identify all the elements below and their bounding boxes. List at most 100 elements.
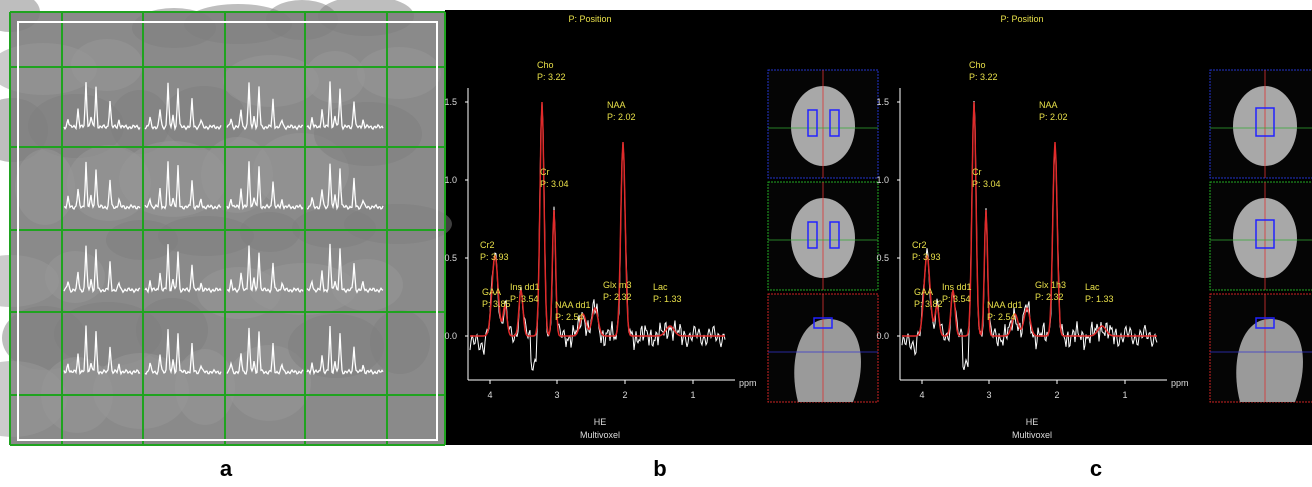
voxel-spectrum xyxy=(226,245,304,294)
voxel-spectrum xyxy=(63,82,141,131)
peak-position: P: 3.82 xyxy=(914,299,943,309)
y-tick-label: 1.0 xyxy=(444,175,457,185)
voxel-spectrum xyxy=(63,325,141,376)
head-profile xyxy=(794,319,861,402)
voxel-spectrum xyxy=(63,245,141,294)
fitted-spectrum xyxy=(902,101,1157,337)
peak-name: Glx m3 xyxy=(603,280,632,290)
texture xyxy=(110,90,170,154)
y-tick-label: 1.5 xyxy=(876,97,889,107)
caption: b xyxy=(653,456,666,481)
x-tick-label: 2 xyxy=(622,390,627,400)
texture xyxy=(0,98,48,162)
y-tick-label: 0.5 xyxy=(876,253,889,263)
voxel-spectrum xyxy=(144,82,222,132)
texture xyxy=(357,47,441,99)
peak-position: P: 3.04 xyxy=(972,179,1001,189)
voxel-spectrum xyxy=(306,325,384,376)
peak-name: GAA xyxy=(482,287,501,297)
texture xyxy=(305,51,365,103)
peak-name: Lac xyxy=(1085,282,1100,292)
peak-position: P: 2.02 xyxy=(607,112,636,122)
voi-box xyxy=(807,109,818,137)
texture xyxy=(0,255,59,307)
voi-box xyxy=(829,221,840,249)
y-tick-label: 0.0 xyxy=(876,331,889,341)
voxel-spectrum xyxy=(64,161,141,211)
x-unit: ppm xyxy=(1171,378,1189,388)
x-tick-label: 4 xyxy=(487,390,492,400)
footer: Multivoxel xyxy=(1012,430,1052,440)
texture xyxy=(15,149,75,225)
peak-position: P: 3.93 xyxy=(912,252,941,262)
spectrum-panel: P: Position 1.5 1.0 0.5 0.0 4 3 2 1 ppm HE Multivox… xyxy=(876,14,1312,440)
x-unit: ppm xyxy=(739,378,757,388)
peak-position: P: 2.02 xyxy=(1039,112,1068,122)
footer: Multivoxel xyxy=(580,430,620,440)
peak-position: P: 2.32 xyxy=(1035,292,1064,302)
peak-position: P: 1.33 xyxy=(653,294,682,304)
voxel-spectrum xyxy=(306,81,384,131)
texture xyxy=(240,212,300,252)
measured-spectrum xyxy=(469,103,726,371)
voi-box xyxy=(1255,107,1275,137)
texture xyxy=(0,361,67,437)
texture xyxy=(67,145,151,221)
voxel-spectrum xyxy=(306,163,384,211)
voxel-spectrum xyxy=(306,243,384,294)
peak-name: NAA dd1 xyxy=(987,300,1023,310)
peak-position: P: 3.54 xyxy=(942,294,971,304)
peak-name: Cho xyxy=(969,60,986,70)
selection-box xyxy=(17,21,438,441)
peak-name: GAA xyxy=(914,287,933,297)
voxel-spectrum xyxy=(226,82,304,131)
peak-name: Cho xyxy=(537,60,554,70)
peak-name: NAA dd1 xyxy=(555,300,591,310)
texture xyxy=(314,102,422,166)
texture xyxy=(132,8,216,48)
peak-name: Cr xyxy=(972,167,982,177)
x-tick-label: 3 xyxy=(554,390,559,400)
peak-name: Glx 1h3 xyxy=(1035,280,1066,290)
peak-name: NAA xyxy=(607,100,626,110)
head-profile xyxy=(1236,319,1303,402)
footer: HE xyxy=(594,417,607,427)
voxel-spectrum xyxy=(226,161,304,211)
panel-header: P: Position xyxy=(1000,14,1043,24)
texture xyxy=(370,310,430,374)
peak-position: P: 1.33 xyxy=(1085,294,1114,304)
peak-position: P: 3.93 xyxy=(480,252,509,262)
texture xyxy=(45,251,105,303)
peak-position: P: 3.54 xyxy=(510,294,539,304)
caption: a xyxy=(220,456,233,481)
voi-box xyxy=(807,221,818,249)
peak-name: Cr xyxy=(540,167,550,177)
voxel-spectrum xyxy=(144,244,222,294)
texture xyxy=(318,0,414,36)
measured-spectrum xyxy=(901,100,1158,371)
spectrum-panel: P: Position 1.5 1.0 0.5 0.0 4 3 2 1 ppm HE Multivox… xyxy=(444,14,879,440)
peak-name: Lac xyxy=(653,282,668,292)
x-tick-label: 1 xyxy=(1122,390,1127,400)
x-tick-label: 2 xyxy=(1054,390,1059,400)
peak-position: P: 3.04 xyxy=(540,179,569,189)
texture xyxy=(158,216,254,256)
peak-position: P: 2.54 xyxy=(555,312,584,322)
fitted-spectrum xyxy=(470,101,725,337)
peak-name: NAA xyxy=(1039,100,1058,110)
footer: HE xyxy=(1026,417,1039,427)
peak-position: P: 2.54 xyxy=(987,312,1016,322)
peak-position: P: 2.32 xyxy=(603,292,632,302)
peak-name: Ins dd1 xyxy=(510,282,540,292)
panel-header: P: Position xyxy=(568,14,611,24)
y-tick-label: 1.0 xyxy=(876,175,889,185)
peak-name: Ins dd1 xyxy=(942,282,972,292)
voxel-spectrum xyxy=(144,329,222,376)
texture xyxy=(288,314,384,378)
peak-name: Cr2 xyxy=(912,240,927,250)
texture xyxy=(0,43,97,95)
x-tick-label: 4 xyxy=(919,390,924,400)
x-tick-label: 1 xyxy=(690,390,695,400)
peak-position: P: 3.85 xyxy=(482,299,511,309)
